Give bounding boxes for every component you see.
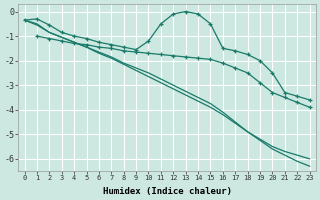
X-axis label: Humidex (Indice chaleur): Humidex (Indice chaleur)	[103, 187, 232, 196]
